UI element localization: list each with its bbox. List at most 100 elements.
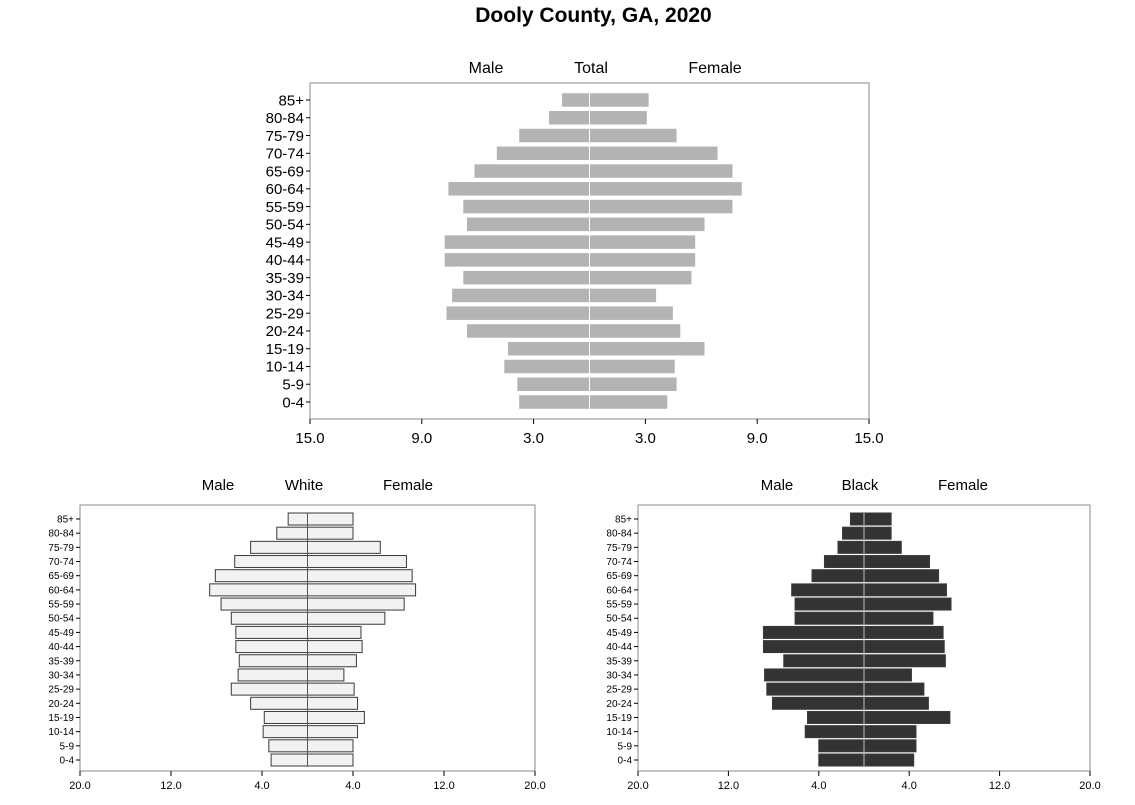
age-group-label: 30-34 bbox=[48, 670, 74, 681]
x-tick-label: 20.0 bbox=[69, 780, 90, 792]
age-group-label: 15-19 bbox=[266, 341, 304, 358]
age-group-label: 45-49 bbox=[266, 234, 304, 251]
age-group-label: 60-64 bbox=[606, 585, 632, 596]
age-group-label: 35-39 bbox=[48, 656, 74, 667]
x-tick-label: 4.0 bbox=[811, 780, 826, 792]
male-bar bbox=[518, 394, 591, 410]
female-bar bbox=[307, 611, 386, 625]
female-bar bbox=[307, 640, 363, 654]
male-bar bbox=[234, 555, 308, 569]
pyramid-right-label: Female bbox=[383, 477, 433, 494]
female-bar bbox=[863, 583, 947, 597]
age-group-label: 0-4 bbox=[60, 756, 75, 767]
female-bar bbox=[307, 569, 413, 583]
male-bar bbox=[503, 358, 590, 375]
male-bar bbox=[823, 555, 865, 569]
female-bar bbox=[863, 739, 917, 753]
female-bar bbox=[589, 145, 719, 162]
male-bar bbox=[214, 569, 308, 583]
x-tick-label: 12.0 bbox=[718, 780, 739, 792]
female-bar bbox=[863, 625, 944, 639]
age-group-label: 5-9 bbox=[282, 376, 304, 393]
x-tick-label: 9.0 bbox=[747, 430, 768, 447]
female-bar bbox=[863, 512, 892, 526]
female-bar bbox=[863, 555, 931, 569]
age-group-label: 25-29 bbox=[266, 305, 304, 322]
age-group-label: 40-44 bbox=[606, 642, 632, 653]
female-bar bbox=[589, 340, 706, 357]
x-tick-label: 4.0 bbox=[254, 780, 269, 792]
male-bar bbox=[250, 540, 308, 554]
male-bar bbox=[268, 739, 309, 753]
female-bar bbox=[307, 654, 357, 668]
male-bar bbox=[462, 269, 590, 286]
male-bar bbox=[451, 287, 591, 304]
age-group-label: 80-84 bbox=[606, 529, 632, 540]
age-group-label: 75-79 bbox=[48, 543, 74, 554]
age-group-label: 0-4 bbox=[618, 756, 633, 767]
age-group-label: 50-54 bbox=[48, 614, 74, 625]
female-bar bbox=[589, 92, 650, 108]
x-tick-label: 20.0 bbox=[627, 780, 648, 792]
age-group-label: 85+ bbox=[57, 515, 74, 526]
male-bar bbox=[783, 654, 865, 668]
male-bar bbox=[443, 234, 590, 250]
male-bar bbox=[235, 640, 308, 654]
female-bar bbox=[589, 394, 669, 410]
male-bar bbox=[842, 526, 865, 540]
male-bar bbox=[804, 725, 865, 739]
female-bar bbox=[307, 526, 354, 540]
male-bar bbox=[262, 725, 309, 739]
male-bar bbox=[516, 376, 591, 392]
age-group-label: 20-24 bbox=[266, 323, 304, 340]
pyramid-left-label: Male bbox=[761, 477, 794, 494]
pyramid-panel-white bbox=[76, 504, 536, 776]
male-bar bbox=[473, 163, 590, 179]
age-group-label: 35-39 bbox=[606, 656, 632, 667]
age-group-label: 35-39 bbox=[266, 270, 304, 287]
female-bar bbox=[307, 725, 359, 739]
pyramid-panel-black bbox=[634, 504, 1091, 776]
female-bar bbox=[307, 597, 405, 611]
female-bar bbox=[307, 555, 407, 569]
female-bar bbox=[863, 597, 952, 611]
female-bar bbox=[863, 654, 946, 668]
age-group-label: 10-14 bbox=[606, 727, 632, 738]
female-bar bbox=[589, 163, 734, 179]
male-bar bbox=[791, 583, 865, 597]
age-group-label: 55-59 bbox=[48, 600, 74, 611]
age-group-label: 30-34 bbox=[606, 670, 632, 681]
chart-title: Dooly County, GA, 2020 bbox=[475, 4, 712, 27]
pyramid-panel-label: Black bbox=[842, 477, 879, 494]
pyramid-right-label: Female bbox=[688, 60, 741, 77]
male-bar bbox=[794, 597, 865, 611]
age-group-label: 75-79 bbox=[606, 543, 632, 554]
age-group-label: 80-84 bbox=[48, 529, 74, 540]
age-group-label: 80-84 bbox=[266, 110, 304, 127]
age-group-label: 10-14 bbox=[48, 727, 74, 738]
age-group-label: 65-69 bbox=[48, 571, 74, 582]
female-bar bbox=[307, 710, 365, 724]
pyramid-right-label: Female bbox=[938, 477, 988, 494]
age-group-label: 55-59 bbox=[606, 600, 632, 611]
x-tick-label: 12.0 bbox=[433, 780, 454, 792]
female-bar bbox=[863, 526, 892, 540]
female-bar bbox=[863, 611, 934, 625]
age-group-label: 40-44 bbox=[48, 642, 74, 653]
age-group-label: 0-4 bbox=[282, 394, 304, 411]
female-bar bbox=[589, 216, 706, 233]
age-group-label: 60-64 bbox=[48, 585, 74, 596]
female-bar bbox=[863, 753, 915, 767]
male-bar bbox=[507, 340, 590, 357]
female-bar bbox=[863, 540, 902, 554]
female-bar bbox=[863, 696, 929, 710]
female-bar bbox=[589, 376, 678, 392]
female-bar bbox=[307, 512, 354, 526]
male-bar bbox=[237, 668, 308, 682]
male-bar bbox=[230, 611, 309, 625]
female-bar bbox=[589, 234, 697, 250]
x-tick-label: 12.0 bbox=[989, 780, 1010, 792]
male-bar bbox=[518, 127, 591, 144]
age-group-label: 15-19 bbox=[606, 713, 632, 724]
female-bar bbox=[863, 682, 925, 696]
